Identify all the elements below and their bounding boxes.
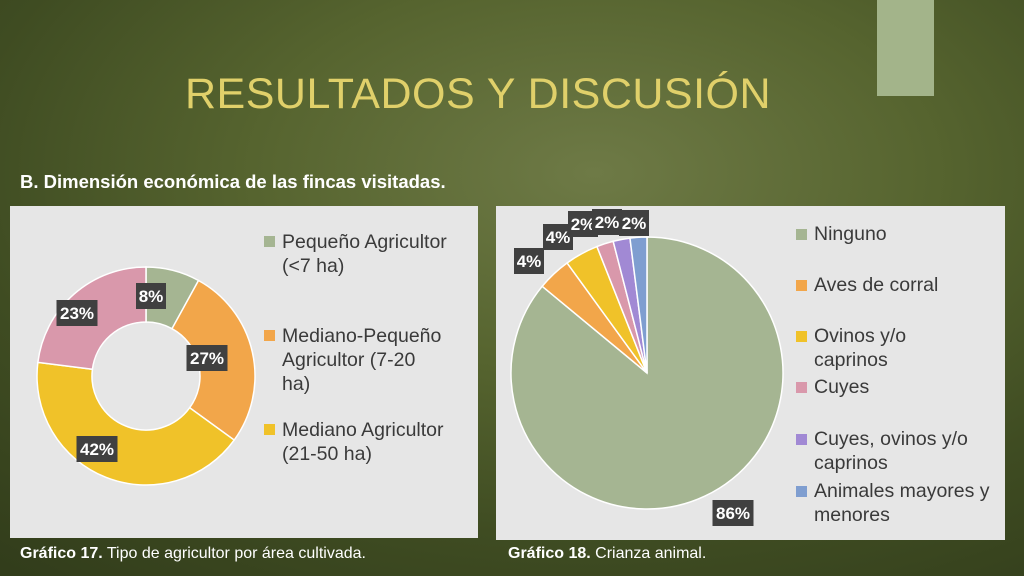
legend-label: Cuyes (814, 376, 870, 398)
pie-data-label-0: 86% (712, 500, 754, 526)
pie-data-label-1: 4% (514, 248, 544, 274)
accent-bar (877, 0, 934, 96)
legend-swatch (264, 330, 275, 341)
caption-label: Gráfico 17. (20, 545, 103, 562)
caption-text: Tipo de agricultor por área cultivada. (102, 545, 366, 562)
pie-slice-5 (629, 236, 648, 374)
legend-swatch (264, 236, 275, 247)
data-label-text: 4% (517, 252, 542, 271)
caption-chart-18: Gráfico 18. Crianza animal. (508, 545, 706, 563)
legend-swatch (796, 331, 807, 342)
legend-label: Mediano-Pequeño Agricultor (7-20 ha) (282, 325, 442, 395)
pie-chart-animal-raising: 86%4%4%2% 2% 2% (510, 209, 784, 526)
caption-label: Gráfico 18. (508, 545, 591, 562)
legend-swatch (796, 229, 807, 240)
data-label-box (619, 210, 649, 236)
caption-chart-17: Gráfico 17. Tipo de agricultor por área … (20, 545, 366, 563)
donut-data-label-3: 23% (56, 300, 98, 326)
legend-label: Mediano Agricultor (21-50 ha) (282, 419, 444, 465)
data-label-text: 2% (622, 214, 647, 233)
data-label-text: 23% (60, 304, 94, 323)
data-label-text: 42% (80, 440, 114, 459)
data-label-text: 2% (571, 215, 596, 234)
donut-data-label-0: 8% (136, 283, 166, 309)
data-label-box (514, 248, 544, 274)
legend-label: Aves de corral (814, 274, 939, 296)
data-label-box (712, 500, 754, 526)
donut-data-label-1: 27% (186, 345, 228, 371)
legend-label: Animales mayores y menores (814, 480, 990, 526)
slide-subtitle: B. Dimensión económica de las fincas vis… (20, 171, 446, 192)
pie-data-label-4: 2% (592, 209, 622, 235)
pie-data-label-5: 2% (619, 210, 649, 236)
legend-label: Cuyes, ovinos y/o caprinos (814, 428, 968, 474)
data-label-box (136, 283, 166, 309)
legend-label: Pequeño Agricultor (<7 ha) (282, 231, 447, 277)
legend-swatch (796, 434, 807, 445)
data-label-text: 27% (190, 349, 224, 368)
data-label-box (56, 300, 98, 326)
slide-title: RESULTADOS Y DISCUSIÓN (185, 70, 772, 118)
data-label-text: 8% (139, 287, 164, 306)
data-label-box (186, 345, 228, 371)
data-label-box (592, 209, 622, 235)
legend-swatch (796, 280, 807, 291)
data-label-text: 4% (546, 228, 571, 247)
chart-panel-farmer-type: 8% 27% 42% 23% Pequeño Agricultor (<7 ha) M… (10, 206, 478, 538)
donut-chart-farmer-type: 8% 27% 42% 23% (36, 266, 256, 486)
donut-data-label-2: 42% (76, 436, 118, 462)
legend-label: Ninguno (814, 223, 887, 245)
legend-swatch (796, 382, 807, 393)
legend-swatch (796, 486, 807, 497)
legend-label: Ovinos y/o caprinos (814, 325, 907, 371)
legend-swatch (264, 424, 275, 435)
chart-panel-animal-raising: 86% 4% 4% 2% 2% 2% Ninguno Aves de corral Ovi… (496, 206, 1005, 540)
data-label-text: 2% (595, 213, 620, 232)
data-label-box (76, 436, 118, 462)
data-label-text: 86% (716, 504, 750, 523)
caption-text: Crianza animal. (590, 545, 707, 562)
